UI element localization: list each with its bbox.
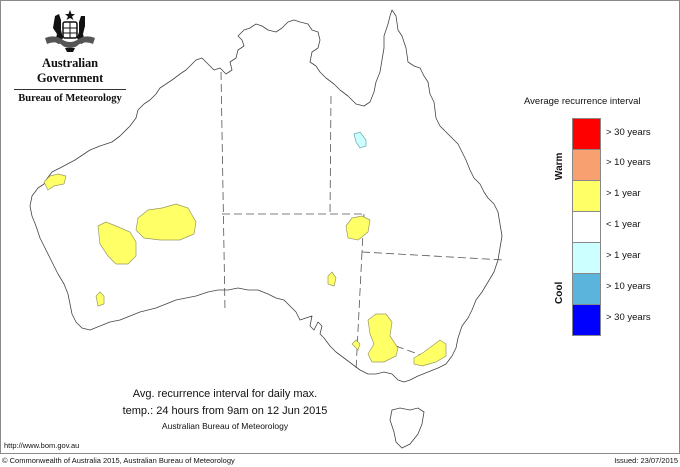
map-caption: Avg. recurrence interval for daily max. … [100,386,350,432]
copyright-notice: © Commonwealth of Australia 2015, Austra… [2,456,235,465]
legend-label: > 10 years [606,157,651,168]
government-title: Australian Government [36,56,104,85]
australia-map [29,9,505,449]
legend-label: > 1 year [606,188,641,199]
australia-coastline [29,9,503,383]
legend-label: < 1 year [606,219,641,230]
legend-label: > 10 years [606,281,651,292]
cool-anomaly-area [353,131,367,149]
area-qld-sa-corner [345,215,371,241]
caption-line-2: temp.: 24 hours from 9am on 12 Jun 2015 [122,405,328,417]
area-nsw-southwest [367,313,399,363]
legend-warm-label: Warm [554,152,565,180]
logo-divider [14,89,126,90]
tasmania-coastline [389,407,425,449]
caption-source: Australian Bureau of Meteorology [161,421,289,431]
legend-title: Average recurrence interval [524,96,641,107]
area-sa-vic-border [351,339,361,351]
swatch-warm-1 [572,180,601,211]
legend-color-bar [572,118,601,336]
legend-label: > 30 years [606,312,651,323]
swatch-cool-10 [572,273,601,304]
issued-date: Issued: 23/07/2015 [614,456,678,465]
swatch-warm-10 [572,149,601,180]
coat-of-arms-icon [45,10,95,52]
area-wa-coast [43,173,67,191]
warm-anomaly-areas [43,173,447,367]
area-wa-interior-east [135,203,197,241]
area-sa-northeast [327,271,337,287]
swatch-warm-30 [572,118,601,149]
caption-line-1: Avg. recurrence interval for daily max. [132,388,318,400]
government-logo: Australian Government Bureau of Meteorol… [8,8,132,104]
swatch-cool-30 [572,304,601,336]
website-link[interactable]: http://www.bom.gov.au [4,441,80,450]
legend-cool-label: Cool [554,281,565,304]
agency-title: Bureau of Meteorology [18,93,122,104]
legend-label: > 30 years [606,127,651,138]
legend: Average recurrence interval Warm Cool > … [512,92,672,342]
area-nsw-southeast [413,339,447,367]
area-wa-interior-west [97,221,137,265]
area-wa-southwest [95,291,105,307]
legend-label: > 1 year [606,250,641,261]
swatch-neutral [572,211,601,242]
swatch-cool-1 [572,242,601,273]
